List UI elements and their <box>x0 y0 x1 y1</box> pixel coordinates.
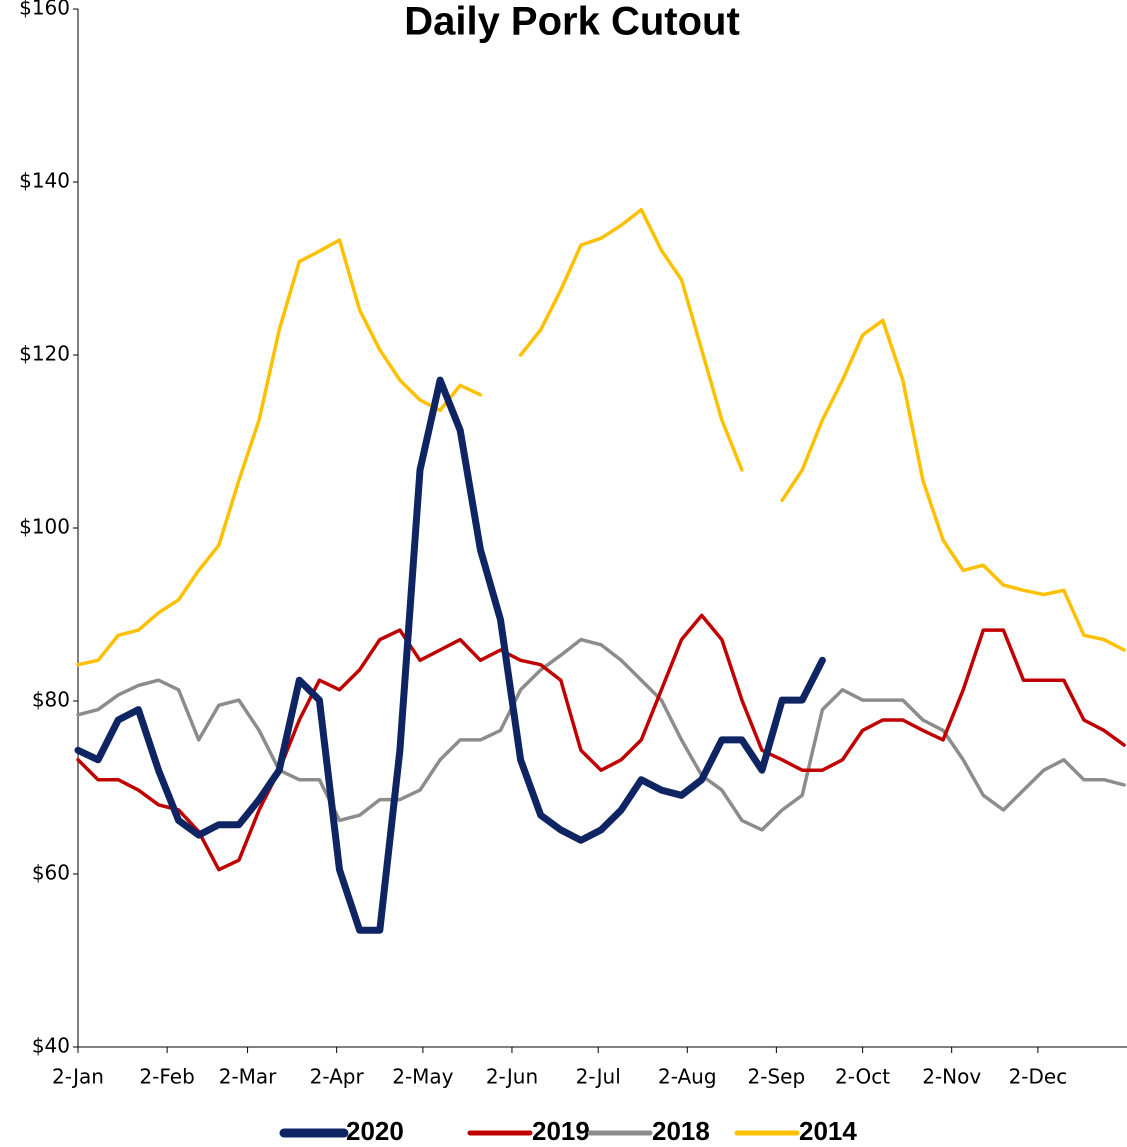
y-tick-label: $140 <box>19 169 70 193</box>
series-line <box>76 637 1126 832</box>
x-tick-label: 2-Aug <box>658 1065 717 1089</box>
x-tick-label: 2-Feb <box>139 1065 194 1089</box>
x-tick-label: 2-Jun <box>486 1065 538 1089</box>
legend-label: 2020 <box>346 1116 404 1146</box>
x-tick-label: 2-Mar <box>219 1065 277 1089</box>
x-tick-label: 2-Apr <box>310 1065 365 1089</box>
y-tick-label: $100 <box>19 515 70 539</box>
x-tick-label: 2-Oct <box>835 1065 890 1089</box>
x-tick-label: 2-Nov <box>922 1065 981 1089</box>
legend-label: 2018 <box>652 1116 710 1146</box>
y-tick-label: $160 <box>19 0 70 20</box>
y-tick-label: $60 <box>32 861 70 885</box>
y-tick-label: $120 <box>19 342 70 366</box>
legend-label: 2019 <box>532 1116 590 1146</box>
y-tick-label: $40 <box>32 1034 70 1058</box>
x-tick-label: 2-Sep <box>748 1065 806 1089</box>
y-tick-label: $80 <box>32 688 70 712</box>
x-tick-label: 2-May <box>392 1065 453 1089</box>
legend-label: 2014 <box>799 1116 857 1146</box>
series-line <box>76 207 1126 667</box>
x-tick-label: 2-Jul <box>576 1065 621 1089</box>
x-tick-label: 2-Jan <box>52 1065 104 1089</box>
x-tick-label: 2-Dec <box>1009 1065 1068 1089</box>
chart-title: Daily Pork Cutout <box>404 0 740 44</box>
series-line <box>76 613 1126 872</box>
series-line <box>74 376 826 934</box>
